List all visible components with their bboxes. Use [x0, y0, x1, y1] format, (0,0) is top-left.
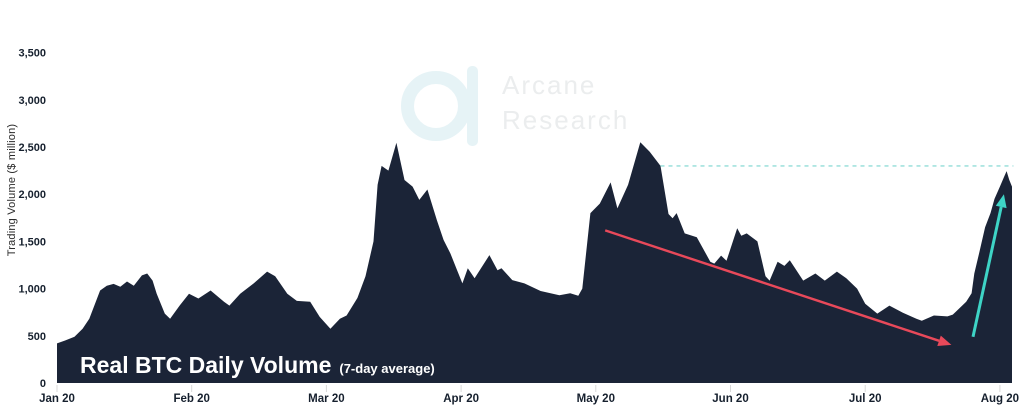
y-tick-label: 2,500 — [18, 142, 46, 154]
title-block: Real BTC Daily Volume (7-day average) — [80, 352, 435, 379]
surge-arrow — [971, 206, 1003, 338]
x-tick-label: Feb 20 — [173, 393, 209, 405]
y-tick-label: 2,000 — [18, 189, 46, 201]
x-tick-label: Jul 20 — [849, 393, 882, 405]
arcane-logo-stem — [467, 66, 478, 146]
arcane-logo-icon — [401, 71, 471, 141]
decline-arrow-head — [937, 335, 952, 346]
y-axis-title: Trading Volume ($ million) — [6, 123, 18, 257]
watermark-line2: Research — [502, 105, 630, 135]
y-tick-label: 3,000 — [18, 95, 46, 107]
x-tick-label: Mar 20 — [308, 393, 344, 405]
y-tick-label: 1,000 — [18, 284, 46, 296]
y-tick-label: 1,500 — [18, 236, 46, 248]
chart-title: Real BTC Daily Volume — [80, 352, 332, 378]
y-tick-label: 0 — [40, 378, 46, 390]
y-tick-label: 3,500 — [18, 48, 46, 60]
volume-area — [57, 142, 1012, 383]
surge-arrow-head — [995, 194, 1007, 209]
chart-subtitle: (7-day average) — [339, 361, 435, 376]
watermark-text: Arcane Research — [502, 68, 629, 138]
watermark-line1: Arcane — [502, 70, 597, 100]
x-tick-label: Aug 20 — [981, 393, 1019, 405]
x-tick-label: Jan 20 — [39, 393, 75, 405]
x-tick-label: Apr 20 — [443, 393, 479, 405]
decline-arrow — [604, 229, 940, 342]
x-tick-label: Jun 20 — [712, 393, 748, 405]
x-tick-label: May 20 — [577, 393, 615, 405]
y-tick-label: 500 — [28, 331, 46, 343]
